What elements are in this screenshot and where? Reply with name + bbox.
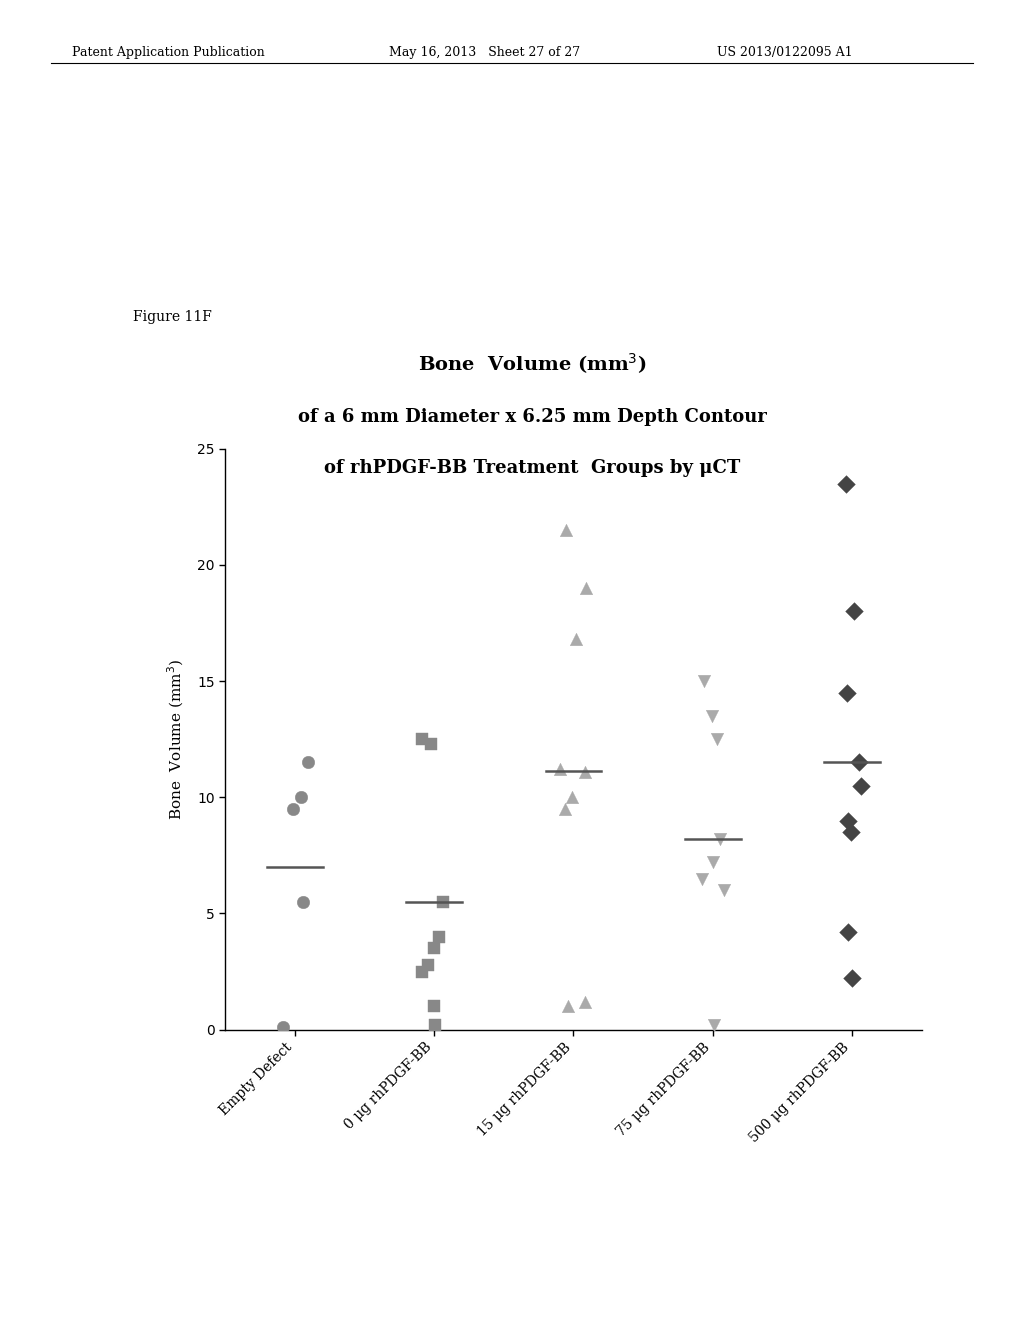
Point [838, 473, 854, 494]
Point [564, 787, 581, 808]
Text: of a 6 mm Diameter x 6.25 mm Depth Contour: of a 6 mm Diameter x 6.25 mm Depth Conto… [298, 408, 767, 426]
Point [844, 968, 860, 989]
Text: Bone  Volume (mm$^3$): Bone Volume (mm$^3$) [418, 351, 647, 376]
Point [285, 799, 301, 820]
Point [706, 851, 722, 873]
Point [423, 734, 439, 755]
Point [420, 954, 436, 975]
Y-axis label: Bone  Volume (mm$^3$): Bone Volume (mm$^3$) [166, 659, 186, 820]
Point [300, 752, 316, 774]
Point [274, 1016, 291, 1038]
Point [414, 961, 430, 982]
Point [716, 879, 732, 900]
Point [434, 891, 451, 912]
Text: Patent Application Publication: Patent Application Publication [72, 46, 264, 59]
Point [426, 937, 442, 958]
Text: US 2013/0122095 A1: US 2013/0122095 A1 [717, 46, 852, 59]
Point [578, 762, 594, 783]
Text: May 16, 2013   Sheet 27 of 27: May 16, 2013 Sheet 27 of 27 [389, 46, 581, 59]
Point [851, 752, 867, 774]
Point [710, 729, 726, 750]
Point [293, 787, 309, 808]
Point [839, 682, 855, 704]
Point [578, 578, 594, 599]
Point [703, 705, 720, 726]
Point [840, 810, 856, 832]
Point [552, 759, 568, 780]
Text: of rhPDGF-BB Treatment  Groups by μCT: of rhPDGF-BB Treatment Groups by μCT [325, 458, 740, 477]
Point [431, 927, 447, 948]
Point [853, 775, 869, 796]
Point [712, 829, 728, 850]
Point [846, 601, 862, 622]
Point [577, 991, 593, 1012]
Point [559, 995, 575, 1016]
Point [427, 1014, 443, 1035]
Point [414, 729, 430, 750]
Point [841, 921, 857, 942]
Point [295, 891, 311, 912]
Text: Figure 11F: Figure 11F [133, 310, 212, 325]
Point [426, 995, 442, 1016]
Point [843, 821, 859, 842]
Point [696, 671, 713, 692]
Point [568, 628, 585, 649]
Point [706, 1014, 722, 1035]
Point [557, 799, 573, 820]
Point [694, 869, 711, 890]
Point [558, 520, 574, 541]
